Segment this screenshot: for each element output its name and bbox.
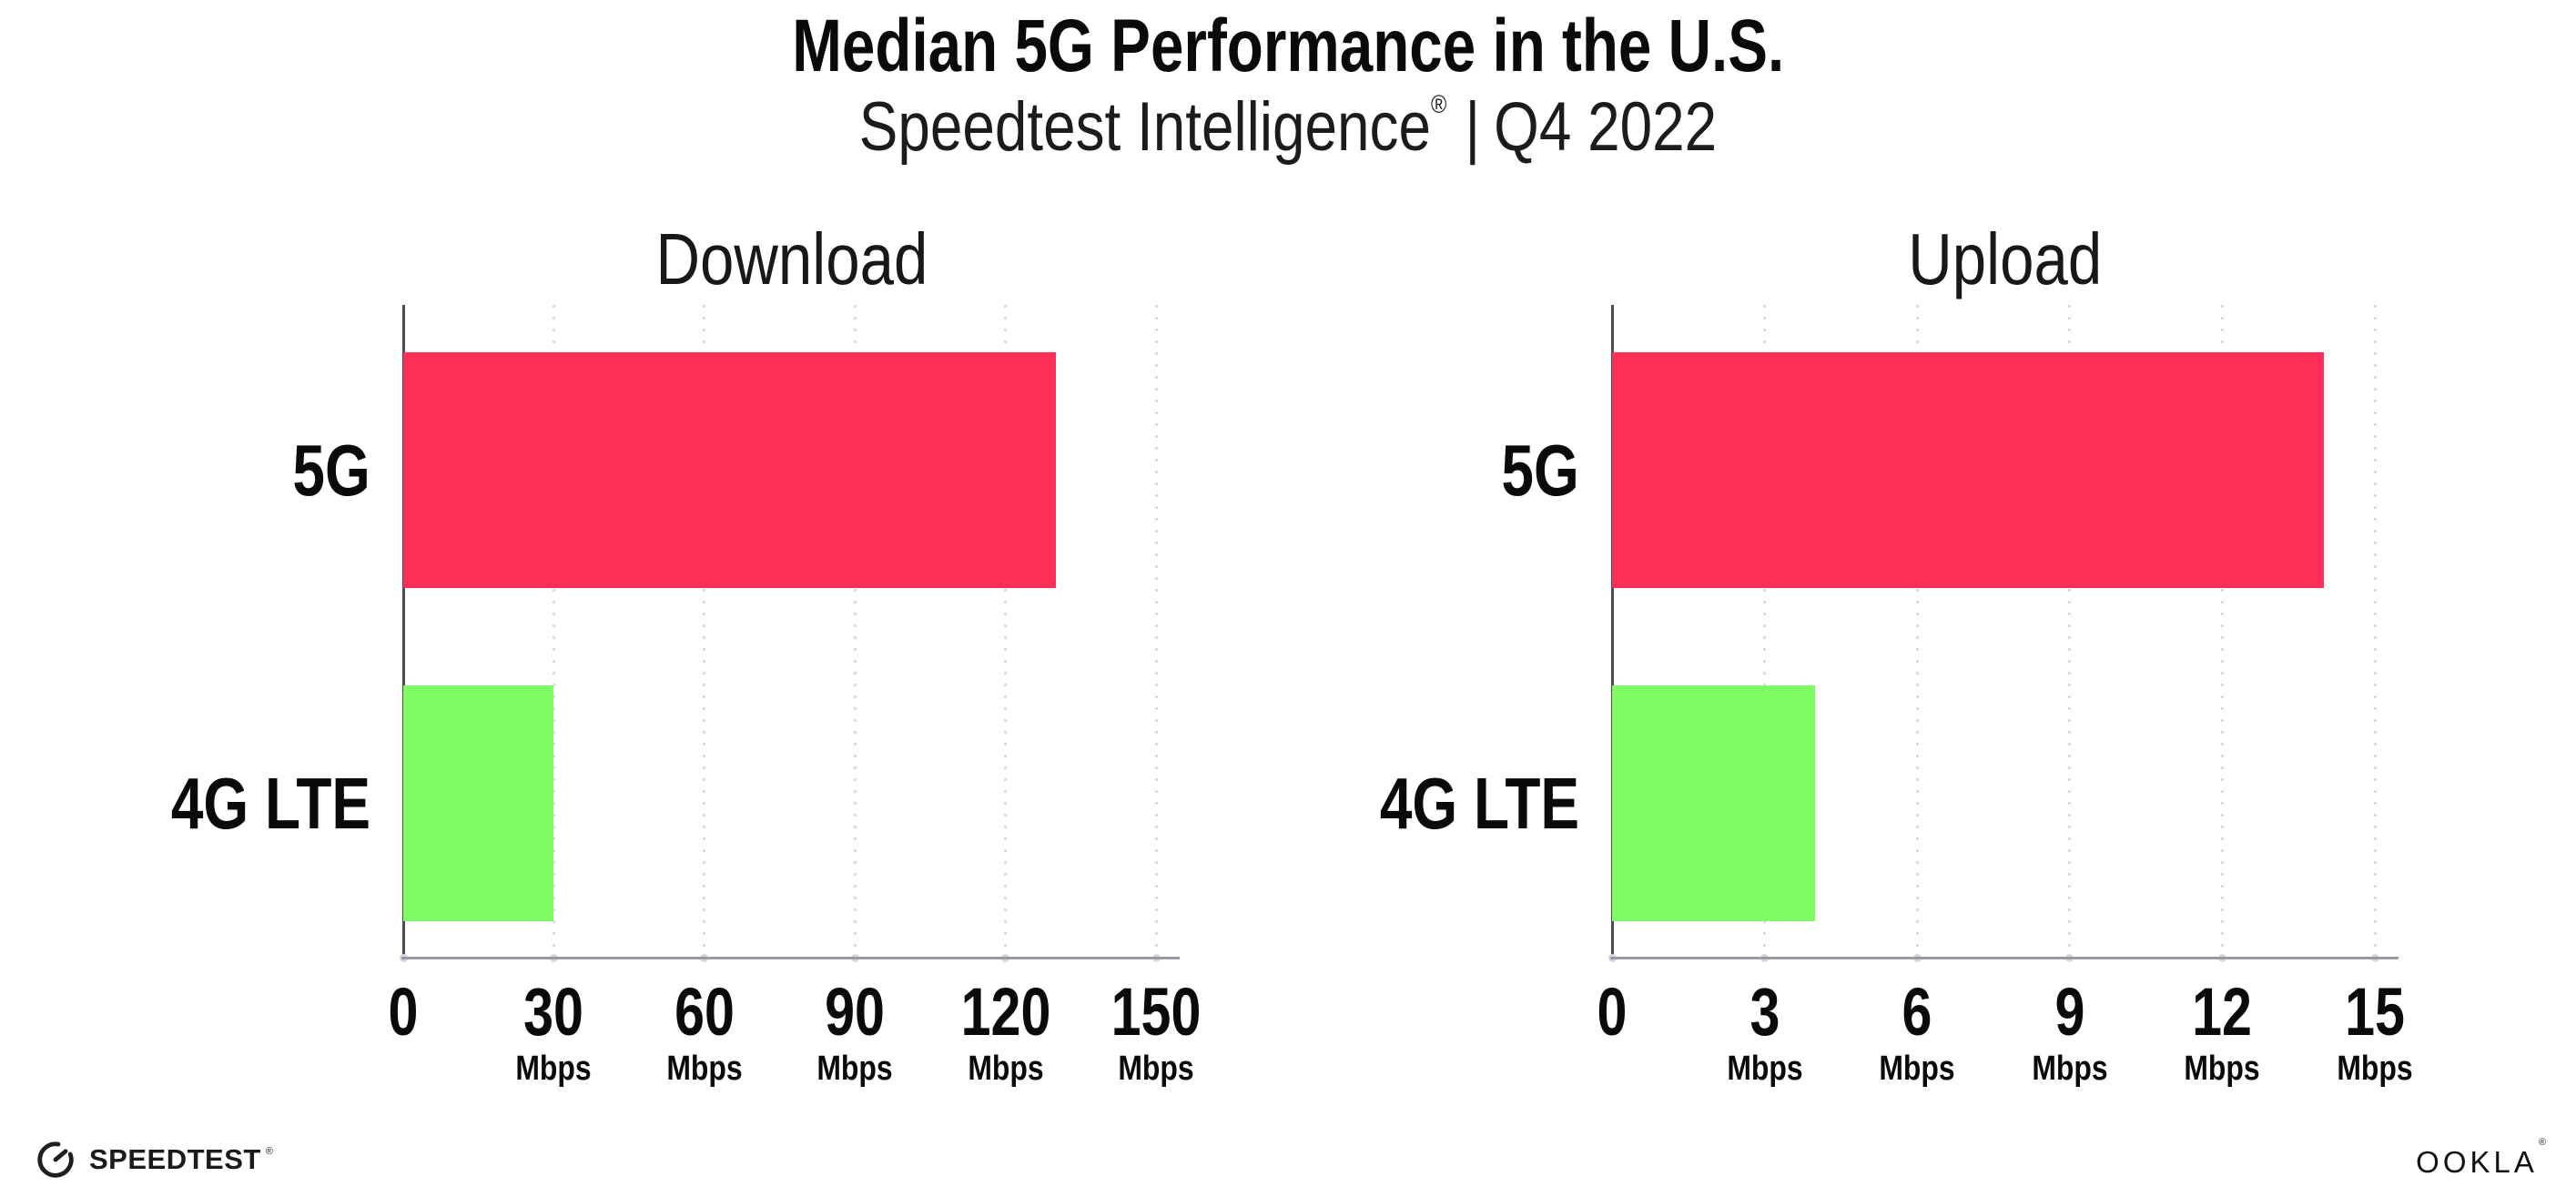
ookla-logo: OOKLA ® <box>2416 1137 2546 1180</box>
bar-4g-lte <box>403 685 554 921</box>
registered-trademark-symbol: ® <box>1431 90 1447 118</box>
page-subtitle: Speedtest Intelligence® | Q4 2022 <box>0 89 2576 166</box>
speedtest-logo: SPEEDTEST ® <box>35 1138 273 1182</box>
x-tick-unit-label: Mbps <box>816 1050 893 1088</box>
chart-title-upload: Upload <box>1908 218 2103 299</box>
speedtest-gauge-icon <box>37 1141 74 1178</box>
bar-5g <box>1612 352 2325 588</box>
y-axis <box>1611 305 1614 959</box>
gridline <box>2373 305 2377 959</box>
x-tick-unit-label: Mbps <box>1118 1050 1194 1088</box>
ookla-registered-mark: ® <box>2538 1137 2546 1148</box>
plot-area-download: 0 30 Mbps 60 Mbps 90 Mbps 120 Mbps 150 Mbps <box>389 305 1201 1086</box>
gridline <box>853 305 857 959</box>
bar-5g <box>403 352 1056 588</box>
x-tick-unit-label: Mbps <box>1879 1050 1955 1088</box>
x-tick-label: 6 <box>1902 974 1932 1050</box>
x-tick-label: 30 <box>523 974 584 1050</box>
category-label-4g-lte: 4G LTE <box>1379 762 1579 844</box>
category-label-5g: 5G <box>1501 429 1579 511</box>
subtitle-separator: | <box>1465 88 1481 166</box>
gridline <box>1004 305 1008 959</box>
gridline <box>1763 305 1767 959</box>
x-tick-label: 3 <box>1749 974 1780 1050</box>
x-tick-unit-label: Mbps <box>1726 1050 1803 1088</box>
x-tick-label: 60 <box>674 974 735 1050</box>
gridline <box>703 305 706 959</box>
x-tick-label: 150 <box>1111 974 1202 1050</box>
x-tick-label: 90 <box>825 974 886 1050</box>
category-label-4g-lte: 4G LTE <box>170 762 370 844</box>
page-title-text: Median 5G Performance in the U.S. <box>792 5 1784 87</box>
chart-download: Download 0 30 Mbps 60 Mbps 90 Mbps 120 Mbps 150 Mb… <box>130 218 1234 1138</box>
gridline <box>552 305 555 959</box>
x-tick-label: 15 <box>2345 974 2405 1050</box>
x-tick-unit-label: Mbps <box>2032 1050 2108 1088</box>
x-tick-label: 120 <box>960 974 1050 1050</box>
x-tick-label: 9 <box>2054 974 2085 1050</box>
x-tick-label: 0 <box>388 974 419 1050</box>
subtitle-period: Q4 2022 <box>1494 88 1718 166</box>
bar-4g-lte <box>1612 685 1816 921</box>
chart-upload: Upload 0 3 Mbps 6 Mbps 9 Mbps 12 Mbps 15 Mbps 5G 4G… <box>1339 218 2453 1138</box>
x-tick-unit-label: Mbps <box>967 1050 1044 1088</box>
x-tick-label: 12 <box>2192 974 2253 1050</box>
x-axis <box>1610 957 2399 959</box>
page-title: Median 5G Performance in the U.S. <box>0 5 2576 87</box>
x-tick-unit-label: Mbps <box>666 1050 743 1088</box>
speedtest-registered-mark: ® <box>265 1146 273 1157</box>
x-tick-unit-label: Mbps <box>2184 1050 2261 1088</box>
x-tick-unit-label: Mbps <box>515 1050 593 1088</box>
plot-area-upload: 0 3 Mbps 6 Mbps 9 Mbps 12 Mbps 15 Mbps <box>1597 305 2413 1086</box>
ookla-wordmark: OOKLA <box>2416 1145 2538 1179</box>
x-tick-unit-label: Mbps <box>2337 1050 2413 1088</box>
subtitle-brand: Speedtest Intelligence <box>858 88 1432 166</box>
chart-title-download: Download <box>655 218 928 299</box>
category-label-5g: 5G <box>292 429 370 511</box>
y-axis <box>402 305 405 959</box>
x-tick-label: 0 <box>1597 974 1628 1050</box>
speedtest-wordmark: SPEEDTEST <box>89 1143 261 1175</box>
gridline <box>2068 305 2072 959</box>
gridline <box>1915 305 1919 959</box>
gridline <box>2220 305 2224 959</box>
x-axis <box>401 957 1180 959</box>
gridline <box>1154 305 1158 959</box>
